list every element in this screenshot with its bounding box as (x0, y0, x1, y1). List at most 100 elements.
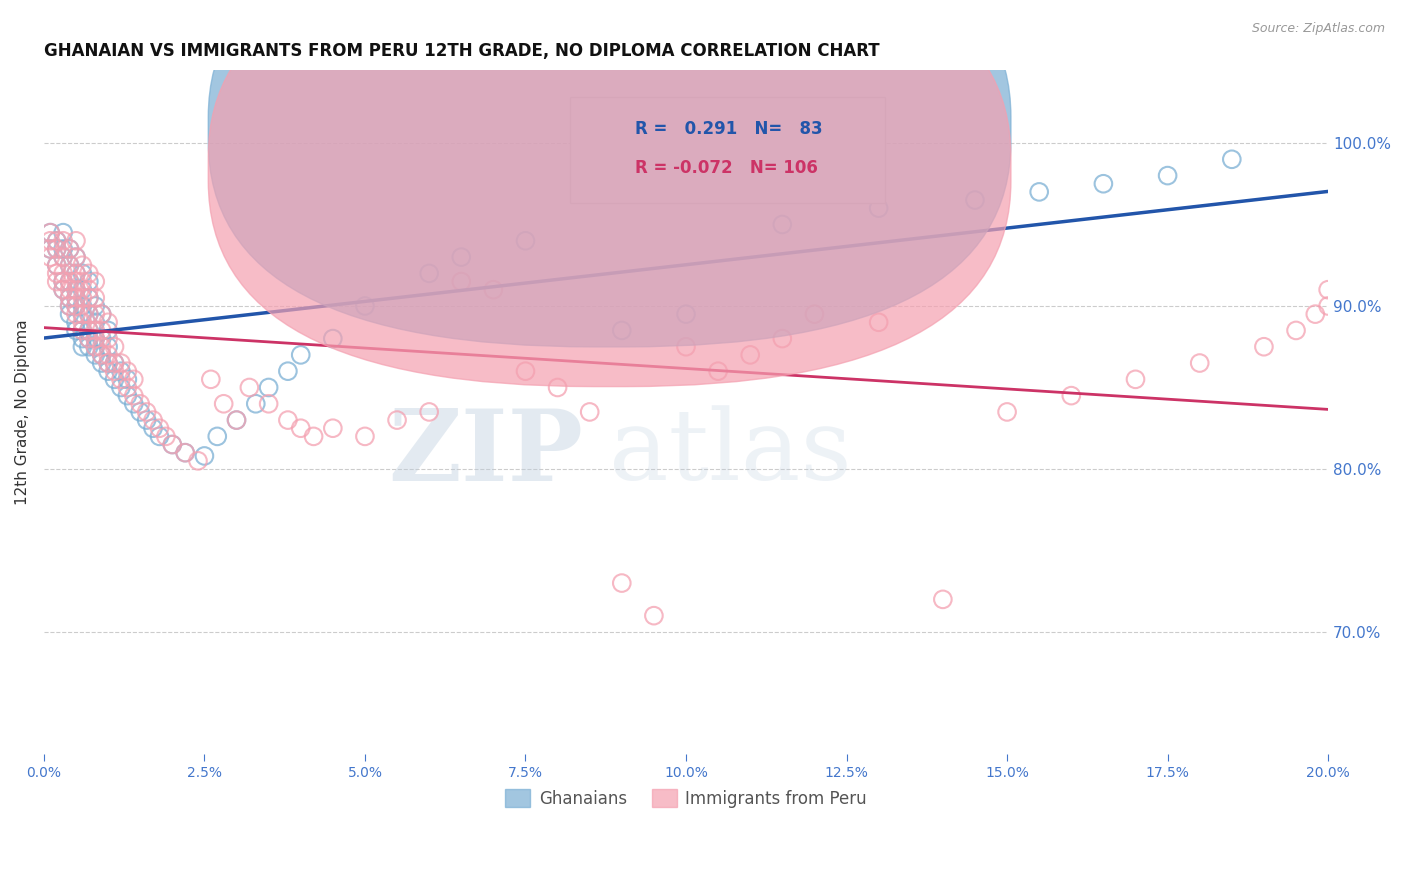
Point (1188, 356, 1211, 370)
Point (72, 291, 94, 305)
Point (97, 340, 120, 354)
Point (482, 283, 505, 297)
Point (707, 364, 730, 378)
Point (77, 266, 100, 280)
Point (52, 283, 75, 297)
Text: Source: ZipAtlas.com: Source: ZipAtlas.com (1251, 22, 1385, 36)
Point (84, 315, 107, 329)
Point (77, 291, 100, 305)
Point (45, 258, 67, 272)
Point (450, 275, 472, 289)
Point (200, 372, 222, 386)
Point (515, 234, 537, 248)
Point (770, 218, 793, 232)
Point (90, 307, 112, 321)
Point (1125, 372, 1147, 386)
Point (932, 592, 955, 607)
FancyBboxPatch shape (208, 0, 1011, 347)
Point (90, 323, 112, 337)
Point (117, 372, 139, 386)
Point (290, 421, 312, 435)
Point (65, 250, 87, 264)
Point (129, 405, 152, 419)
Point (322, 332, 344, 346)
Point (90, 332, 112, 346)
Point (90, 340, 112, 354)
Point (610, 323, 633, 337)
Point (52, 242, 75, 256)
Point (610, 576, 633, 591)
Point (103, 364, 125, 378)
Point (39, 242, 62, 256)
Point (52, 266, 75, 280)
Point (72, 266, 94, 280)
Point (103, 340, 125, 354)
Point (84, 340, 107, 354)
Point (257, 397, 280, 411)
Point (77, 291, 100, 305)
Point (65, 266, 87, 280)
Point (58, 242, 80, 256)
Point (52, 283, 75, 297)
Point (52, 275, 75, 289)
Point (84, 291, 107, 305)
Point (72, 275, 94, 289)
Point (277, 413, 299, 427)
Text: R = -0.072   N= 106: R = -0.072 N= 106 (634, 160, 817, 178)
Point (58, 299, 80, 313)
Point (257, 380, 280, 394)
Point (1060, 389, 1083, 403)
Point (39, 226, 62, 240)
Point (45, 242, 67, 256)
Point (58, 291, 80, 305)
Point (103, 356, 125, 370)
Point (515, 364, 537, 378)
FancyBboxPatch shape (571, 97, 884, 203)
Point (52, 275, 75, 289)
Point (84, 307, 107, 321)
Point (45, 258, 67, 272)
Point (418, 405, 440, 419)
Point (45, 242, 67, 256)
Point (1317, 283, 1340, 297)
Point (72, 323, 94, 337)
Point (162, 437, 184, 451)
Point (803, 307, 825, 321)
Point (187, 454, 209, 468)
Point (675, 307, 697, 321)
Point (65, 299, 87, 313)
Point (45, 266, 67, 280)
Point (129, 397, 152, 411)
Point (52, 250, 75, 264)
Point (148, 421, 170, 435)
Point (1253, 340, 1275, 354)
Point (97, 356, 120, 370)
Text: GHANAIAN VS IMMIGRANTS FROM PERU 12TH GRADE, NO DIPLOMA CORRELATION CHART: GHANAIAN VS IMMIGRANTS FROM PERU 12TH GR… (44, 42, 880, 60)
Point (45, 234, 67, 248)
Point (450, 250, 472, 264)
Point (72, 307, 94, 321)
Point (84, 332, 107, 346)
Point (225, 413, 247, 427)
Point (77, 340, 100, 354)
Point (77, 283, 100, 297)
Point (45, 234, 67, 248)
Point (77, 307, 100, 321)
FancyBboxPatch shape (208, 0, 1011, 386)
Point (354, 429, 377, 443)
Point (72, 340, 94, 354)
Point (77, 332, 100, 346)
Point (90, 348, 112, 362)
Point (225, 413, 247, 427)
Point (385, 413, 408, 427)
Point (207, 429, 229, 443)
Point (65, 307, 87, 321)
Point (58, 307, 80, 321)
Point (84, 348, 107, 362)
Point (103, 372, 125, 386)
Point (72, 283, 94, 297)
Point (77, 332, 100, 346)
Point (97, 364, 120, 378)
Point (122, 372, 145, 386)
Point (58, 275, 80, 289)
